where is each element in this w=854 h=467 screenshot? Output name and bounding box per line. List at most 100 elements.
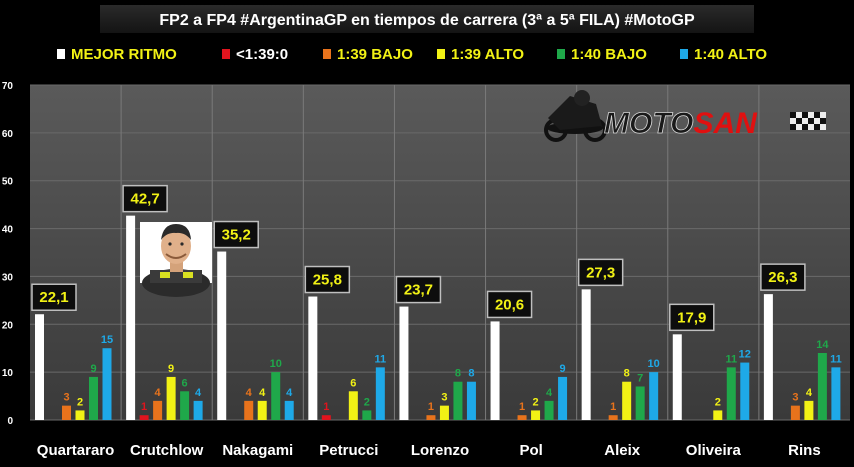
best-pace-label: 25,8	[313, 272, 342, 289]
data-label: 2	[364, 396, 370, 408]
best-pace-label-box	[577, 258, 624, 287]
best-pace-label-box	[669, 303, 715, 332]
data-label: 11	[830, 353, 842, 365]
data-label: 6	[182, 377, 188, 389]
bar	[399, 306, 409, 420]
bar	[180, 391, 190, 420]
data-label: 1	[141, 401, 147, 413]
bar	[713, 410, 723, 420]
bar	[558, 376, 568, 420]
bar	[102, 348, 112, 420]
bar	[531, 410, 541, 420]
data-label: 2	[77, 396, 83, 408]
rider-photo	[140, 222, 212, 297]
bar	[726, 367, 736, 420]
bar	[672, 334, 682, 420]
data-label: 3	[792, 392, 798, 404]
data-label: 6	[350, 377, 356, 389]
data-label: 11	[375, 353, 387, 365]
legend: MEJOR RITMO <1:39:0 1:39 BAJO 1:39 ALTO 1:40…	[57, 46, 767, 63]
bar	[490, 321, 500, 420]
legend-swatch	[57, 49, 65, 59]
data-label: 11	[725, 353, 737, 365]
bar	[426, 415, 436, 420]
best-pace-label: 17,9	[677, 309, 706, 326]
y-tick-label: 50	[2, 177, 14, 188]
y-tick-label: 30	[2, 272, 14, 283]
y-axis: 0 10 20 30 40 50 60 70	[2, 81, 14, 427]
x-tick-label: Quartararo	[37, 442, 115, 459]
best-pace-label-box	[31, 283, 77, 311]
data-label: 9	[168, 363, 174, 375]
data-label: 9	[90, 363, 96, 375]
data-label: 4	[286, 387, 293, 399]
bar	[166, 376, 176, 420]
x-axis: Quartararo Crutchlow Nakagami Petrucci Loren…	[37, 442, 821, 459]
x-tick-label: Nakagami	[222, 442, 293, 459]
y-tick-label: 0	[7, 416, 13, 427]
bar	[308, 296, 318, 420]
x-tick-label: Crutchlow	[130, 442, 204, 459]
data-label: 8	[468, 368, 474, 380]
bar	[804, 400, 814, 420]
data-label: 4	[246, 387, 253, 399]
data-label: 14	[816, 339, 829, 351]
data-label: 1	[610, 401, 616, 413]
legend-label: 1:39 ALTO	[451, 46, 524, 63]
x-tick-label: Petrucci	[319, 442, 378, 459]
y-tick-label: 20	[2, 320, 14, 331]
x-tick-label: Rins	[788, 442, 821, 459]
category-separators	[120, 85, 760, 420]
bar	[763, 294, 773, 420]
best-pace-label-box	[395, 275, 442, 304]
legend-swatch	[680, 49, 688, 59]
bar	[139, 415, 149, 420]
legend-label: 1:39 BAJO	[337, 46, 413, 63]
x-tick-label: Oliveira	[686, 442, 742, 459]
best-pace-label: 26,3	[768, 269, 797, 286]
best-pace-label: 42,7	[131, 191, 160, 208]
best-pace-label: 27,3	[586, 264, 615, 281]
legend-swatch	[222, 49, 230, 59]
data-label: 1	[323, 401, 329, 413]
data-label: 12	[739, 349, 751, 361]
y-tick-label: 10	[2, 368, 14, 379]
legend-swatch	[557, 49, 565, 59]
bar	[284, 400, 294, 420]
bar	[153, 400, 163, 420]
bar	[75, 410, 85, 420]
data-label: 4	[155, 387, 162, 399]
bar	[271, 372, 281, 420]
chart-title: FP2 a FP4 #ArgentinaGP en tiempos de car…	[159, 12, 695, 29]
bar	[635, 386, 645, 420]
data-label: 8	[455, 368, 461, 380]
bar	[62, 405, 71, 420]
title-box	[100, 5, 754, 33]
bar	[217, 251, 227, 420]
bar	[348, 391, 358, 420]
legend-label: MEJOR RITMO	[71, 46, 177, 63]
data-label: 1	[428, 401, 434, 413]
legend-label: 1:40 ALTO	[694, 46, 767, 63]
best-pace-label-box	[213, 220, 259, 249]
bar	[244, 400, 254, 420]
bar	[649, 372, 659, 420]
data-label: 3	[63, 392, 69, 404]
legend-swatch	[437, 49, 445, 59]
best-pace-label-box	[760, 263, 806, 291]
bar	[375, 367, 385, 420]
bar	[608, 415, 618, 420]
data-label: 15	[101, 334, 113, 346]
motosan-logo: MOTOSAN	[544, 90, 826, 142]
data-label: 10	[648, 358, 660, 370]
best-pace-labels: 22,1 42,7 35,2 25,8 23,7 20,6 27,3 17,9 26,3	[31, 184, 806, 332]
data-label: 8	[624, 368, 630, 380]
bar	[740, 362, 750, 420]
data-label: 4	[806, 387, 813, 399]
x-tick-label: Lorenzo	[411, 442, 469, 459]
y-tick-label: 60	[2, 129, 14, 140]
bar	[790, 405, 800, 420]
best-pace-label: 20,6	[495, 296, 524, 313]
bar	[439, 405, 449, 420]
